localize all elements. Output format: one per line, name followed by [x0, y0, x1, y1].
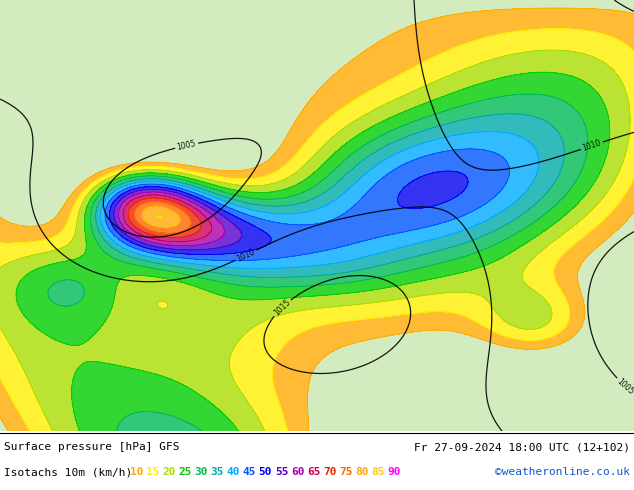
Text: 15: 15: [146, 467, 159, 477]
Text: 35: 35: [210, 467, 224, 477]
Text: 1010: 1010: [581, 138, 602, 153]
Text: 50: 50: [259, 467, 272, 477]
Text: 60: 60: [291, 467, 304, 477]
Text: 85: 85: [372, 467, 385, 477]
Text: 80: 80: [356, 467, 369, 477]
Text: 1015: 1015: [272, 298, 292, 318]
Text: 1005: 1005: [176, 139, 197, 152]
Text: Isotachs 10m (km/h): Isotachs 10m (km/h): [4, 467, 133, 477]
Text: 55: 55: [275, 467, 288, 477]
Text: 90: 90: [388, 467, 401, 477]
Text: 65: 65: [307, 467, 321, 477]
Text: 30: 30: [194, 467, 208, 477]
Text: 10: 10: [130, 467, 143, 477]
Text: 70: 70: [323, 467, 337, 477]
Text: 25: 25: [178, 467, 191, 477]
Text: 75: 75: [339, 467, 353, 477]
Text: 1010: 1010: [235, 247, 257, 264]
Text: Fr 27-09-2024 18:00 UTC (12+102): Fr 27-09-2024 18:00 UTC (12+102): [414, 442, 630, 452]
Text: 45: 45: [243, 467, 256, 477]
Text: Surface pressure [hPa] GFS: Surface pressure [hPa] GFS: [4, 442, 179, 452]
Text: 1005: 1005: [616, 376, 634, 396]
Text: ©weatheronline.co.uk: ©weatheronline.co.uk: [495, 467, 630, 477]
Text: 20: 20: [162, 467, 176, 477]
Text: 40: 40: [226, 467, 240, 477]
